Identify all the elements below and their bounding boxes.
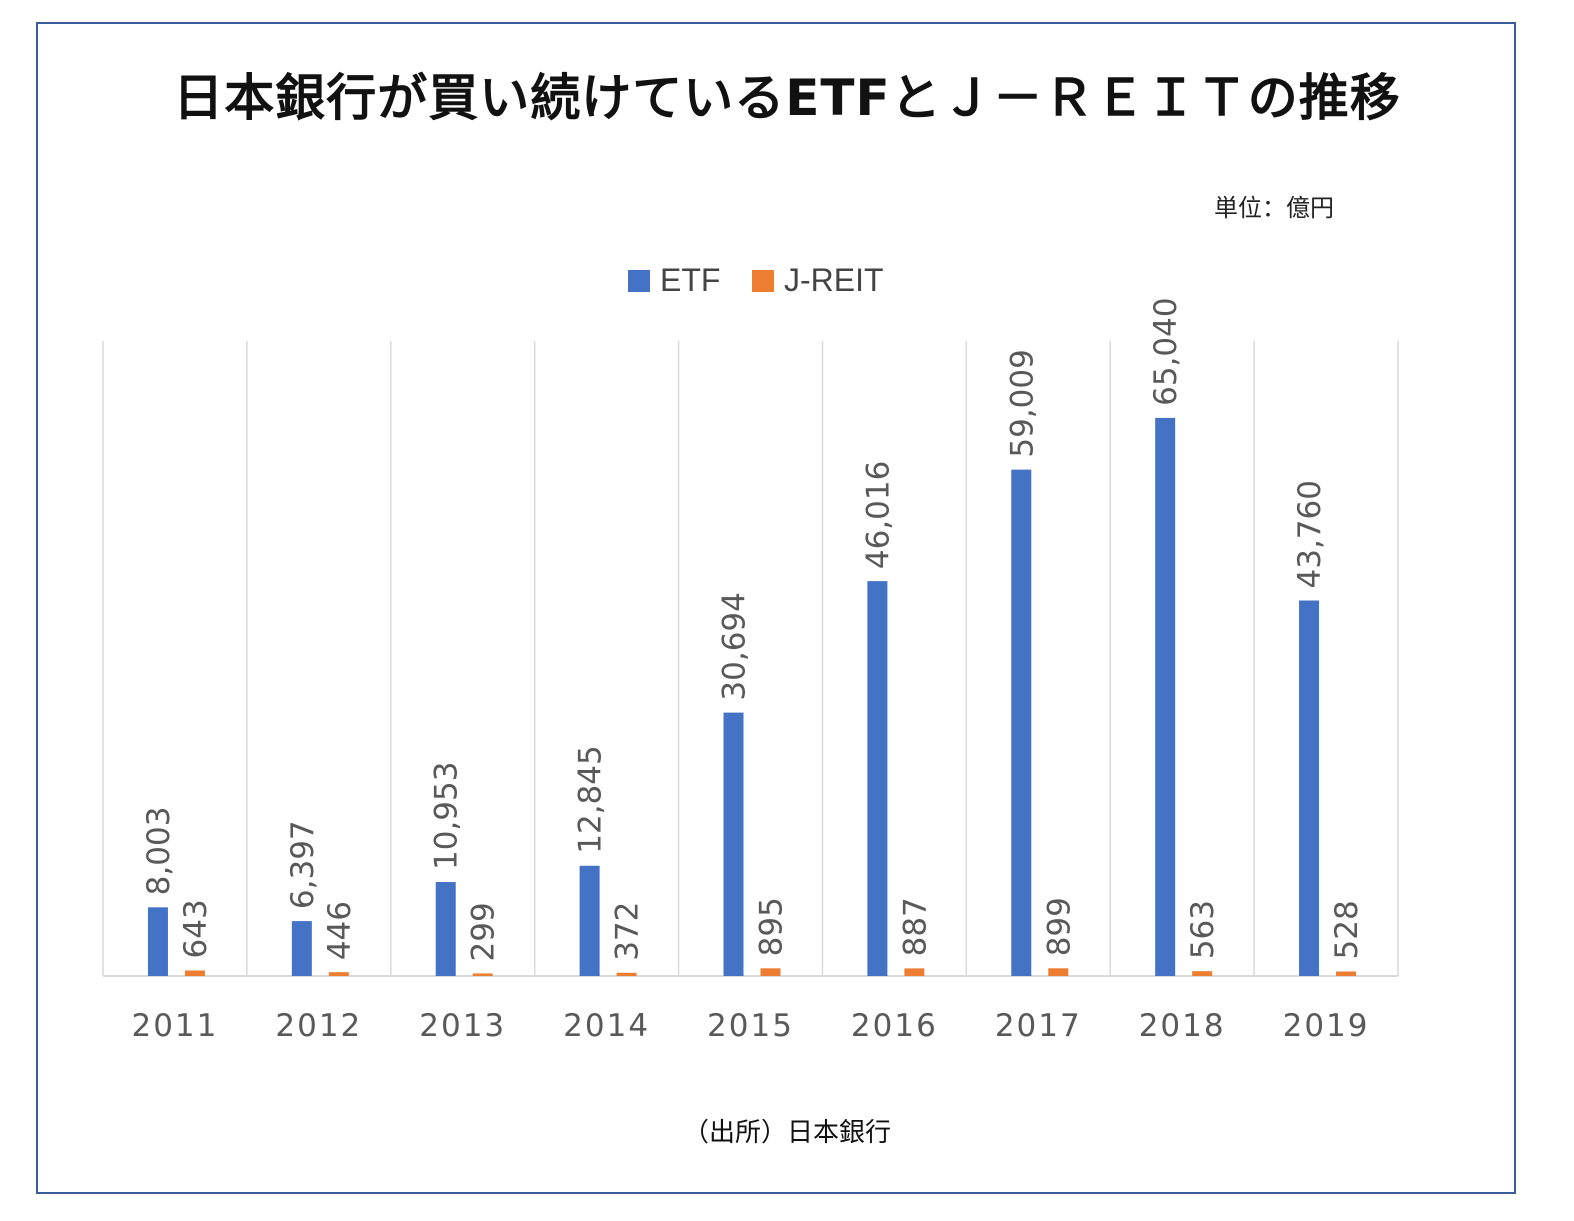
bar-etf	[867, 581, 888, 976]
bar-jreit	[472, 973, 493, 976]
data-label-jreit: 899	[1041, 897, 1077, 956]
x-tick-label: 2018	[1139, 1008, 1226, 1044]
data-label-jreit: 528	[1329, 900, 1365, 959]
legend-swatch-etf	[628, 269, 650, 292]
data-label-etf: 65,040	[1148, 297, 1184, 405]
data-label-etf: 6,397	[285, 820, 321, 909]
x-tick-label: 2013	[419, 1008, 506, 1044]
data-label-etf: 10,953	[429, 762, 465, 870]
data-label-jreit: 446	[322, 901, 358, 960]
x-tick-label: 2011	[131, 1008, 218, 1044]
x-tick-label: 2017	[995, 1008, 1082, 1044]
bar-jreit	[1192, 971, 1213, 976]
data-label-etf: 59,009	[1004, 349, 1040, 457]
data-label-etf: 30,694	[717, 592, 753, 700]
bar-jreit	[328, 972, 349, 976]
bar-etf	[579, 865, 600, 976]
bar-etf	[435, 882, 456, 976]
bar-etf	[1155, 417, 1176, 976]
bar-jreit	[184, 970, 205, 976]
bar-etf	[147, 907, 168, 976]
chart-title: 日本銀行が買い続けているETFとＪ－ＲＥＩＴの推移	[173, 69, 1401, 127]
legend-label-etf: ETF	[660, 262, 721, 298]
unit-label: 単位：億円	[1214, 194, 1334, 222]
bar-jreit	[616, 972, 637, 976]
data-label-jreit: 372	[610, 902, 646, 961]
bar-jreit	[1336, 971, 1357, 976]
legend-label-jreit: J-REIT	[784, 262, 884, 298]
data-label-etf: 8,003	[141, 807, 177, 896]
bar-jreit	[760, 968, 781, 976]
legend-item-jreit: J-REIT	[752, 262, 884, 299]
data-label-jreit: 299	[466, 902, 502, 961]
bar-jreit	[904, 968, 925, 976]
legend-swatch-jreit	[752, 269, 774, 292]
legend-item-etf: ETF	[628, 262, 720, 299]
data-label-etf: 46,016	[860, 461, 896, 569]
bar-etf	[1011, 469, 1032, 976]
x-tick-label: 2012	[275, 1008, 362, 1044]
data-label-jreit: 563	[1185, 900, 1221, 959]
bar-etf	[291, 921, 312, 976]
data-label-jreit: 895	[754, 897, 790, 956]
x-tick-label: 2016	[851, 1008, 938, 1044]
data-label-etf: 43,760	[1292, 480, 1328, 588]
data-label-jreit: 643	[178, 899, 214, 958]
x-tick-label: 2015	[707, 1008, 794, 1044]
bar-etf	[1299, 600, 1320, 976]
bar-jreit	[1048, 968, 1069, 976]
chart-frame	[36, 22, 1516, 1194]
source-label: （出所）日本銀行	[682, 1118, 891, 1148]
data-label-etf: 12,845	[573, 745, 609, 853]
x-tick-label: 2019	[1283, 1008, 1370, 1044]
x-tick-label: 2014	[563, 1008, 650, 1044]
data-label-jreit: 887	[897, 897, 933, 956]
bar-etf	[723, 712, 744, 976]
